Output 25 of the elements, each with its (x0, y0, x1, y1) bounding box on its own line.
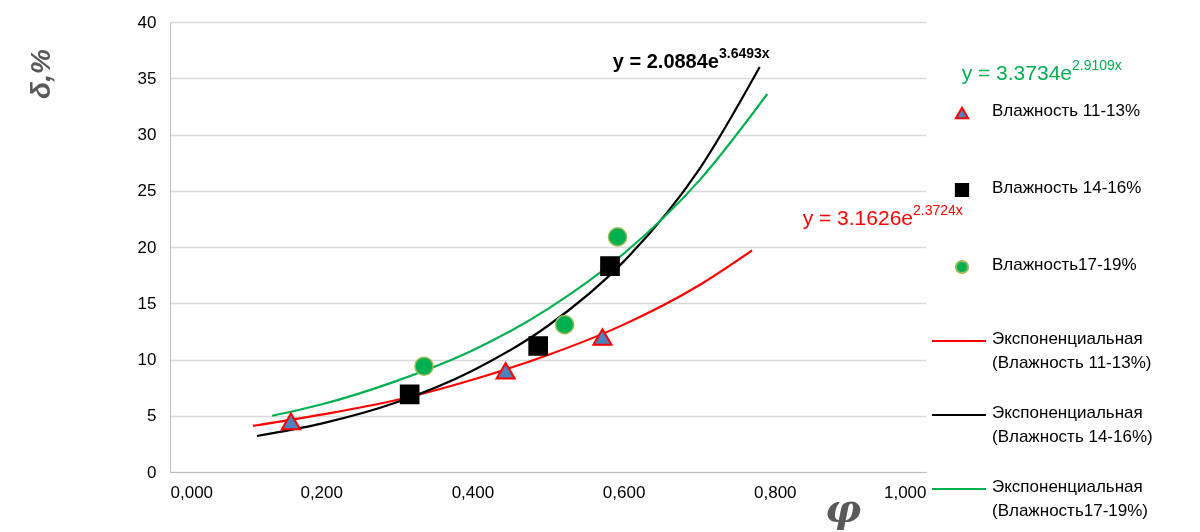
x-axis-title: φ (824, 484, 862, 531)
y-tick-label: 30 (137, 125, 157, 144)
legend-label: Экспоненциальная (Влажность 11-13%) (992, 329, 1152, 372)
line-series (252, 249, 754, 427)
legend-label: Влажность 11-13% (992, 101, 1141, 120)
x-tick-label: 0,600 (602, 482, 646, 502)
legend-label: Влажность17-19% (992, 255, 1137, 274)
y-tick-label: 25 (137, 181, 157, 201)
x-tick-label: 0,800 (754, 482, 797, 502)
y-tick-label: 35 (137, 68, 157, 88)
legend-label: Влажность 14-16% (992, 178, 1142, 197)
x-tick-label: 1,000 (883, 482, 927, 502)
y-tick-label: 0 (147, 462, 157, 482)
x-tick-label: 0,400 (451, 482, 495, 502)
x-tick-label: 0,200 (300, 482, 343, 502)
legend-label: Экспоненциальная (Влажность 14-16%) (992, 403, 1153, 446)
x-tick-label: 0,000 (170, 482, 214, 502)
y-tick-label: 20 (137, 237, 157, 257)
y-tick-label: 10 (137, 350, 157, 369)
y-axis-title: δ,% (25, 49, 56, 99)
y-tick-label: 5 (147, 406, 157, 426)
line-series (270, 92, 769, 417)
y-tick-label: 40 (137, 12, 157, 32)
legend-label: Экспоненциальная (Влажность17-19%) (992, 477, 1148, 520)
y-tick-label: 15 (137, 293, 157, 313)
